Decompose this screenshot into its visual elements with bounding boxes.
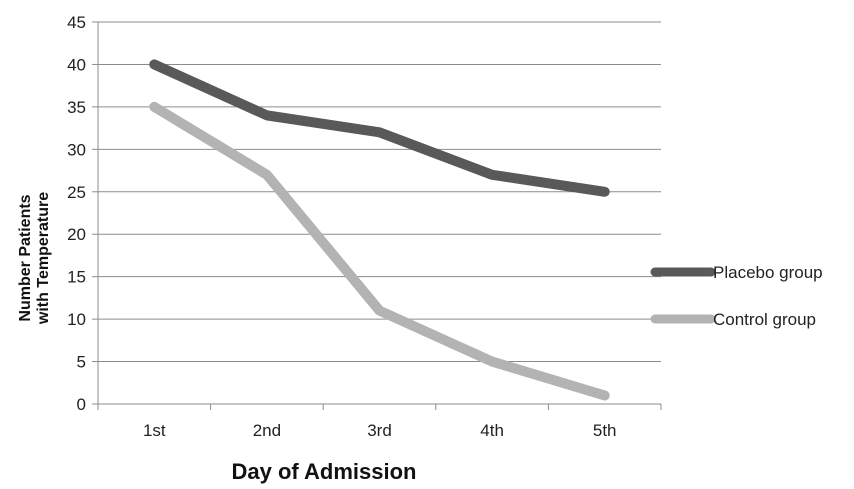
gridlines — [98, 21, 661, 405]
y-axis-ticks: 0 5 10 15 20 25 30 35 40 45 — [67, 13, 99, 414]
x-tick-label: 2nd — [253, 421, 281, 440]
x-tick-label: 5th — [593, 421, 617, 440]
x-axis-ticks: 1st 2nd 3rd 4th 5th — [97, 404, 662, 440]
y-tick-label: 15 — [67, 268, 86, 287]
series-line-placebo — [149, 59, 610, 197]
legend-label: Control group — [713, 310, 816, 329]
y-axis-title: Number Patients with Temperature — [17, 192, 52, 325]
y-axis-title-line2: with Temperature — [35, 192, 52, 325]
legend-label: Placebo group — [713, 263, 823, 282]
y-tick-label: 35 — [67, 98, 86, 117]
x-tick-label: 4th — [480, 421, 504, 440]
y-tick-label: 10 — [67, 310, 86, 329]
y-tick-label: 0 — [77, 395, 86, 414]
y-tick-label: 25 — [67, 183, 86, 202]
y-tick-label: 5 — [77, 353, 86, 372]
y-tick-label: 45 — [67, 13, 86, 32]
x-tick-label: 3rd — [367, 421, 392, 440]
y-tick-label: 20 — [67, 225, 86, 244]
legend: Placebo group Control group — [650, 263, 823, 329]
x-axis-title: Day of Admission — [232, 459, 417, 484]
series-lines — [149, 59, 610, 401]
y-axis-title-line1: Number Patients — [17, 194, 34, 321]
x-tick-label: 1st — [143, 421, 166, 440]
series-line-control — [149, 101, 610, 401]
y-tick-label: 40 — [67, 55, 86, 74]
y-tick-label: 30 — [67, 140, 86, 159]
